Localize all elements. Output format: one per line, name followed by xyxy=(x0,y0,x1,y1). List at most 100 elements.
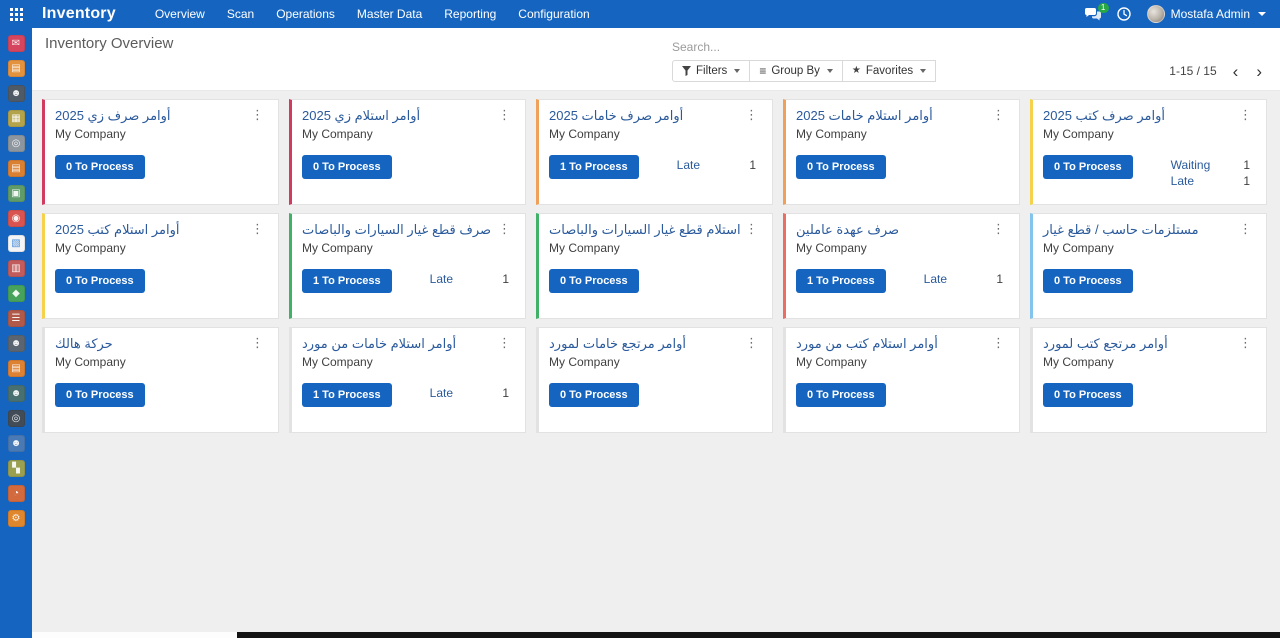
to-process-button[interactable]: 0 To Process xyxy=(1043,155,1133,180)
kebab-menu-icon[interactable]: ⋮ xyxy=(498,221,511,236)
kebab-menu-icon[interactable]: ⋮ xyxy=(1239,335,1252,350)
to-process-button[interactable]: 0 To Process xyxy=(1043,383,1133,408)
to-process-button[interactable]: 1 To Process xyxy=(302,383,392,408)
card-title-link[interactable]: حركة هالك xyxy=(55,336,113,351)
kanban-card[interactable]: صرف قطع غيار السيارات والباصات ⋮ My Comp… xyxy=(289,213,526,319)
favorites-button[interactable]: ★ Favorites xyxy=(842,60,937,82)
kebab-menu-icon[interactable]: ⋮ xyxy=(498,107,511,122)
card-title-link[interactable]: أوامر استلام زي 2025 xyxy=(302,108,421,123)
contacts-card-icon[interactable]: ▣ xyxy=(7,185,25,202)
card-title-link[interactable]: أوامر صرف كتب 2025 xyxy=(1043,108,1165,123)
kebab-menu-icon[interactable]: ⋮ xyxy=(498,335,511,350)
kebab-menu-icon[interactable]: ⋮ xyxy=(1239,221,1252,236)
stat-link[interactable]: Waiting xyxy=(1170,158,1211,173)
kanban-card[interactable]: أوامر مرتجع خامات لمورد ⋮ My Company 0 T… xyxy=(536,327,773,433)
to-process-button[interactable]: 0 To Process xyxy=(55,383,145,408)
menu-item-master-data[interactable]: Master Data xyxy=(356,7,423,21)
recruitment-icon[interactable]: ◎ xyxy=(7,410,25,427)
to-process-button[interactable]: 0 To Process xyxy=(549,269,639,294)
invoicing-icon[interactable]: ▤ xyxy=(7,160,25,177)
card-title-link[interactable]: أوامر استلام خامات 2025 xyxy=(796,108,933,123)
card-title-link[interactable]: استلام قطع غيار السيارات والباصات xyxy=(549,222,741,237)
kanban-card[interactable]: أوامر استلام كتب من مورد ⋮ My Company 0 … xyxy=(783,327,1020,433)
contacts-icon[interactable]: ☻ xyxy=(7,435,25,452)
user-menu[interactable]: Mostafa Admin xyxy=(1146,5,1266,23)
kebab-menu-icon[interactable]: ⋮ xyxy=(251,335,264,350)
kanban-card[interactable]: أوامر صرف زي 2025 ⋮ My Company 0 To Proc… xyxy=(42,99,279,205)
card-title-link[interactable]: صرف قطع غيار السيارات والباصات xyxy=(302,222,492,237)
kebab-menu-icon[interactable]: ⋮ xyxy=(992,335,1005,350)
studio-icon[interactable]: ▚ xyxy=(7,460,25,477)
menu-item-overview[interactable]: Overview xyxy=(154,7,205,21)
card-title-link[interactable]: أوامر مرتجع كتب لمورد xyxy=(1043,336,1168,351)
pager-next-button[interactable]: › xyxy=(1256,61,1262,81)
discuss-icon[interactable]: ✉ xyxy=(7,35,25,52)
search-app-icon[interactable]: ◎ xyxy=(7,135,25,152)
to-process-button[interactable]: 0 To Process xyxy=(55,155,145,180)
to-process-button[interactable]: 0 To Process xyxy=(796,383,886,408)
filters-button[interactable]: Filters xyxy=(672,60,751,82)
kanban-card[interactable]: أوامر استلام زي 2025 ⋮ My Company 0 To P… xyxy=(289,99,526,205)
card-title-link[interactable]: أوامر استلام خامات من مورد xyxy=(302,336,457,351)
accounting-icon[interactable]: ▤ xyxy=(7,360,25,377)
to-process-button[interactable]: 1 To Process xyxy=(796,269,886,294)
app-title[interactable]: Inventory xyxy=(42,5,116,22)
stat-link[interactable]: Late xyxy=(923,272,948,287)
kebab-menu-icon[interactable]: ⋮ xyxy=(992,221,1005,236)
kanban-card[interactable]: أوامر صرف خامات 2025 ⋮ My Company 1 To P… xyxy=(536,99,773,205)
stat-link[interactable]: Late xyxy=(429,386,454,401)
field-service-icon[interactable]: ◆ xyxy=(7,285,25,302)
kanban-card[interactable]: صرف عهدة عاملين ⋮ My Company 1 To Proces… xyxy=(783,213,1020,319)
to-process-button[interactable]: 0 To Process xyxy=(1043,269,1133,294)
documents-icon[interactable]: ▤ xyxy=(7,60,25,77)
kebab-menu-icon[interactable]: ⋮ xyxy=(251,221,264,236)
stat-link[interactable]: Late xyxy=(1170,174,1195,189)
card-title-link[interactable]: أوامر صرف خامات 2025 xyxy=(549,108,684,123)
expenses-icon[interactable]: ◔ xyxy=(7,485,25,502)
card-title-link[interactable]: مستلزمات حاسب / قطع غيار xyxy=(1043,222,1199,237)
apps-grid-icon[interactable] xyxy=(0,0,32,28)
to-process-button[interactable]: 1 To Process xyxy=(302,269,392,294)
to-process-button[interactable]: 0 To Process xyxy=(302,155,392,180)
pos-icon[interactable]: ◉ xyxy=(7,210,25,227)
kanban-card[interactable]: مستلزمات حاسب / قطع غيار ⋮ My Company 0 … xyxy=(1030,213,1267,319)
kebab-menu-icon[interactable]: ⋮ xyxy=(745,335,758,350)
members-icon[interactable]: ☻ xyxy=(7,385,25,402)
kanban-card[interactable]: أوامر مرتجع كتب لمورد ⋮ My Company 0 To … xyxy=(1030,327,1267,433)
pager-previous-button[interactable]: ‹ xyxy=(1232,61,1239,81)
to-process-button[interactable]: 0 To Process xyxy=(796,155,886,180)
search-input[interactable] xyxy=(672,38,1264,56)
calendar-icon[interactable]: ▦ xyxy=(7,110,25,127)
stat-link[interactable]: Late xyxy=(676,158,701,173)
menu-item-operations[interactable]: Operations xyxy=(276,7,335,21)
kebab-menu-icon[interactable]: ⋮ xyxy=(992,107,1005,122)
activities-clock-icon[interactable] xyxy=(1116,7,1131,21)
employees-icon[interactable]: ☻ xyxy=(7,335,25,352)
group-by-button[interactable]: ≡ Group By xyxy=(750,60,843,82)
inventory-icon[interactable]: ▥ xyxy=(7,260,25,277)
card-title-link[interactable]: أوامر صرف زي 2025 xyxy=(55,108,171,123)
to-process-button[interactable]: 1 To Process xyxy=(549,155,639,180)
kanban-card[interactable]: أوامر استلام خامات 2025 ⋮ My Company 0 T… xyxy=(783,99,1020,205)
settings-icon[interactable]: ⚙ xyxy=(7,510,25,527)
kebab-menu-icon[interactable]: ⋮ xyxy=(745,107,758,122)
kanban-card[interactable]: أوامر استلام كتب 2025 ⋮ My Company 0 To … xyxy=(42,213,279,319)
kanban-card[interactable]: حركة هالك ⋮ My Company 0 To Process xyxy=(42,327,279,433)
menu-item-scan[interactable]: Scan xyxy=(226,7,255,21)
purchase-icon[interactable]: ☰ xyxy=(7,310,25,327)
card-title-link[interactable]: أوامر استلام كتب 2025 xyxy=(55,222,180,237)
kanban-card[interactable]: أوامر صرف كتب 2025 ⋮ My Company 0 To Pro… xyxy=(1030,99,1267,205)
to-process-button[interactable]: 0 To Process xyxy=(549,383,639,408)
dashboard-icon[interactable]: ▧ xyxy=(7,235,25,252)
menu-item-reporting[interactable]: Reporting xyxy=(444,7,497,21)
kanban-card[interactable]: استلام قطع غيار السيارات والباصات ⋮ My C… xyxy=(536,213,773,319)
crm-icon[interactable]: ☻ xyxy=(7,85,25,102)
card-title-link[interactable]: أوامر مرتجع خامات لمورد xyxy=(549,336,686,351)
menu-item-configuration[interactable]: Configuration xyxy=(518,7,590,21)
messages-button[interactable]: 1 xyxy=(1084,2,1109,21)
card-title-link[interactable]: أوامر استلام كتب من مورد xyxy=(796,336,938,351)
kebab-menu-icon[interactable]: ⋮ xyxy=(745,221,758,236)
to-process-button[interactable]: 0 To Process xyxy=(55,269,145,294)
stat-link[interactable]: Late xyxy=(429,272,454,287)
kebab-menu-icon[interactable]: ⋮ xyxy=(251,107,264,122)
